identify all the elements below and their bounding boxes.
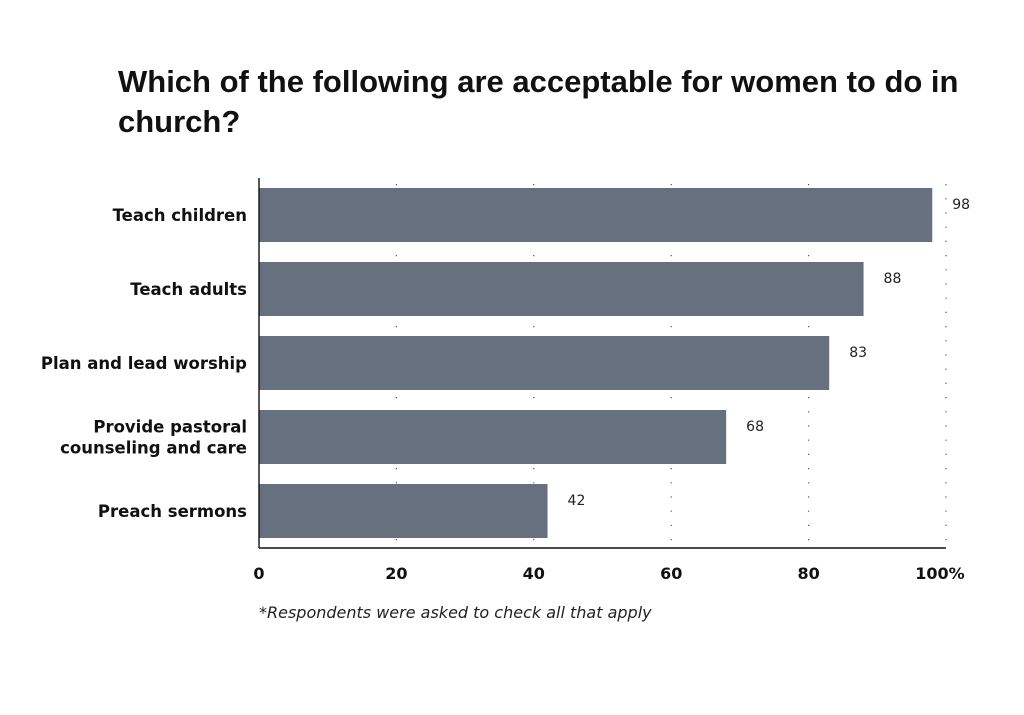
bar [259,410,727,464]
category-label: Teach adults [130,280,247,299]
category-label: Teach children [113,206,247,225]
x-tick-label: 60 [660,564,682,583]
footnote: *Respondents were asked to check all tha… [259,603,652,622]
bar [259,188,933,242]
labels: 98 Teach children 88 Teach adults 83 Plan and… [41,197,970,583]
category-label: Provide pastoral [93,418,247,437]
data-label: 68 [746,419,764,435]
x-tick-label: 40 [523,564,545,583]
x-tick-label: 20 [385,564,407,583]
category-label: Plan and lead worship [41,354,247,373]
x-tick-label: 0 [253,564,264,583]
bar [259,336,830,390]
bar [259,484,548,538]
data-label: 42 [568,493,586,509]
data-label: 83 [849,345,867,361]
category-label: Preach sermons [98,502,247,521]
axes [258,178,946,549]
data-label: 98 [952,197,970,213]
x-tick-label: 80 [797,564,819,583]
bar [259,262,864,316]
x-tick-label: 100% [915,564,964,583]
bars [259,188,933,538]
chart-title: Which of the following are acceptable fo… [118,64,959,139]
category-label: counseling and care [60,439,247,458]
data-label: 88 [884,271,902,287]
